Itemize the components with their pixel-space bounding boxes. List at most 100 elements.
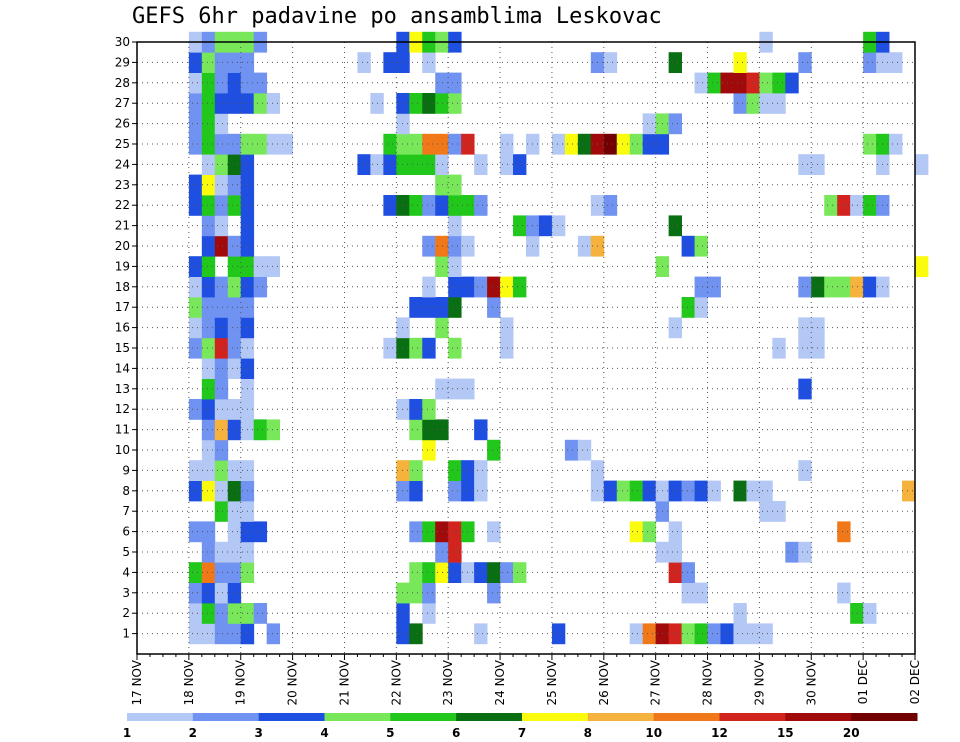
cell-member-23-step-7	[227, 174, 242, 196]
y-tick-label: 9	[122, 463, 130, 477]
cell-member-28-step-47	[746, 72, 760, 94]
cell-member-2-step-55	[850, 603, 864, 624]
cell-member-25-step-9	[253, 133, 268, 155]
cell-member-24-step-19	[383, 154, 397, 175]
cell-member-4-step-21	[409, 562, 423, 583]
cell-member-8-step-41	[668, 480, 682, 502]
x-tick-label: 17 NOV	[130, 659, 144, 705]
cell-member-1-step-41	[668, 623, 682, 645]
cell-member-15-step-21	[409, 337, 423, 359]
x-tick-label: 22 NOV	[389, 659, 403, 705]
cell-member-18-step-43	[694, 276, 708, 298]
cell-member-28-step-48	[759, 72, 773, 94]
cell-member-29-step-20	[396, 52, 410, 73]
cell-member-1-step-39	[642, 623, 657, 645]
cell-member-7-step-6	[214, 501, 229, 522]
cell-member-25-step-38	[629, 133, 644, 155]
cell-member-25-step-11	[279, 133, 293, 155]
cell-member-15-step-20	[396, 337, 410, 359]
cell-member-1-step-7	[227, 623, 242, 645]
cell-member-8-step-6	[214, 480, 229, 502]
cell-member-2-step-9	[253, 603, 268, 624]
cell-member-17-step-21	[409, 297, 423, 318]
cell-member-2-step-20	[396, 603, 410, 624]
cell-member-10-step-22	[422, 439, 436, 461]
cell-member-23-step-23	[435, 174, 449, 196]
cell-member-4-step-23	[435, 562, 449, 583]
cell-member-27-step-5	[201, 93, 216, 114]
cell-member-25-step-10	[266, 133, 281, 155]
cell-member-27-step-48	[759, 93, 773, 114]
cell-member-5-step-23	[435, 541, 449, 563]
cell-member-11-step-21	[409, 419, 423, 441]
cell-member-24-step-17	[357, 154, 371, 175]
y-tick-label: 5	[122, 545, 130, 559]
x-axis: 17 NOV 18 NOV 19 NOV 20 NOV 21 NOV 22 NOV 23 N…	[130, 654, 922, 706]
cell-member-1-step-44	[707, 623, 721, 645]
x-tick-label: 30 NOV	[804, 659, 818, 705]
cell-member-6-step-21	[409, 521, 423, 543]
legend-label: 6	[452, 726, 460, 740]
cell-member-9-step-21	[409, 460, 423, 481]
cell-member-19-step-5	[201, 256, 216, 277]
cell-member-8-step-46	[733, 480, 747, 502]
cell-member-25-step-7	[227, 133, 242, 155]
cell-member-18-step-51	[798, 276, 812, 298]
cell-member-21-step-32	[551, 215, 566, 237]
x-tick-label: 19 NOV	[234, 659, 248, 705]
y-tick-label: 18	[115, 280, 130, 294]
cell-member-2-step-56	[863, 603, 877, 624]
cell-member-9-step-26	[474, 460, 488, 481]
cell-member-25-step-19	[383, 133, 397, 155]
cell-member-15-step-6	[214, 337, 229, 359]
y-tick-label: 12	[115, 402, 130, 416]
cell-member-8-step-4	[188, 480, 203, 502]
y-tick-label: 20	[115, 239, 130, 253]
cell-member-19-step-10	[266, 256, 281, 277]
cell-member-25-step-36	[603, 133, 618, 155]
cell-member-2-step-22	[422, 603, 436, 624]
cell-member-12-step-21	[409, 399, 423, 420]
cell-member-8-step-36	[603, 480, 618, 502]
cell-member-25-step-56	[863, 133, 877, 155]
cell-member-25-step-58	[889, 133, 903, 155]
cell-member-23-step-4	[188, 174, 203, 196]
cell-member-6-step-39	[642, 521, 657, 543]
cell-member-28-step-5	[201, 72, 216, 94]
cell-member-25-step-24	[448, 133, 462, 155]
cell-member-28-step-9	[253, 72, 268, 94]
cell-member-3-step-22	[422, 582, 436, 604]
cell-member-28-step-44	[707, 72, 721, 94]
color-legend: 1 2 3 4 5 6 7 8 10 12 15 20	[123, 713, 918, 740]
cell-member-11-step-23	[435, 419, 449, 441]
cell-member-26-step-39	[642, 113, 657, 135]
y-tick-label: 1	[122, 627, 130, 641]
cell-member-19-step-60	[915, 256, 929, 277]
cell-member-8-step-47	[746, 480, 760, 502]
cell-member-2-step-5	[201, 603, 216, 624]
cell-member-2-step-4	[188, 603, 203, 624]
cell-member-4-step-24	[448, 562, 462, 583]
cell-member-15-step-19	[383, 337, 397, 359]
cell-member-6-step-9	[253, 521, 268, 543]
cell-member-21-step-41	[668, 215, 682, 237]
cell-member-22-step-54	[837, 195, 851, 216]
cell-member-12-step-7	[227, 399, 242, 420]
cell-member-28-step-6	[214, 72, 229, 94]
legend-swatch	[127, 713, 194, 721]
cell-member-8-step-39	[642, 480, 657, 502]
y-tick-label: 8	[122, 484, 130, 498]
legend-label: 5	[386, 726, 394, 740]
cell-member-22-step-20	[396, 195, 410, 216]
cell-member-22-step-5	[201, 195, 216, 216]
cell-member-1-step-43	[694, 623, 708, 645]
cell-member-1-step-21	[409, 623, 423, 645]
cell-member-2-step-7	[227, 603, 242, 624]
cell-member-26-step-4	[188, 113, 203, 135]
cell-member-8-step-44	[707, 480, 721, 502]
cell-member-1-step-20	[396, 623, 410, 645]
cell-member-8-step-38	[629, 480, 644, 502]
cell-member-21-step-6	[214, 215, 229, 237]
cell-member-16-step-23	[435, 317, 449, 339]
